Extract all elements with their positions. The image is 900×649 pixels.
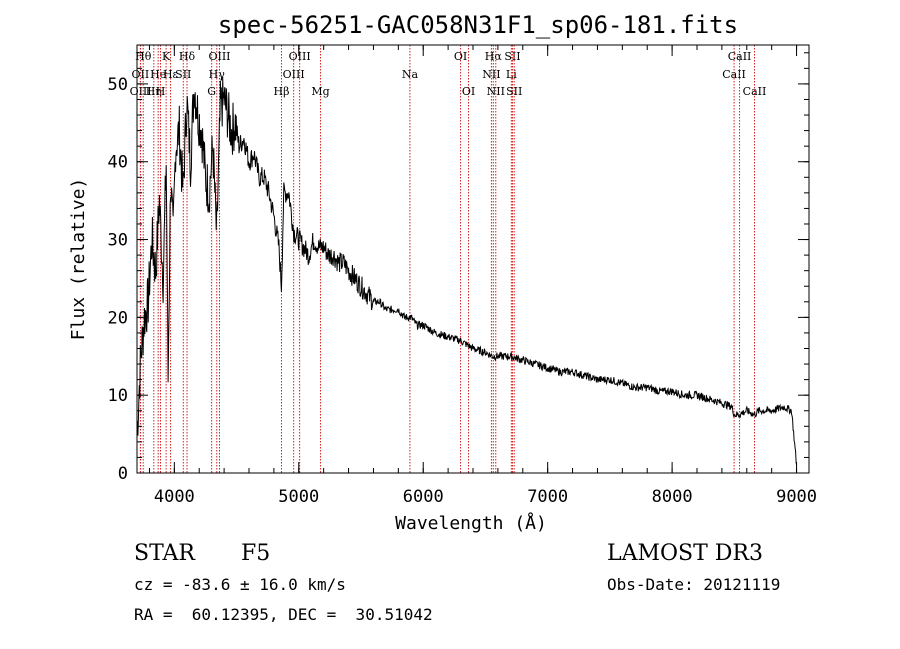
spectral-line-label: Hβ [274,85,290,98]
spectral-line-label: Hθ [135,50,152,63]
axis-ticks-layer: 4000 5000 6000 7000 8000 9000 0 10 20 30 40 50 [108,45,817,507]
obs-date-text: Obs-Date: 20121119 [607,575,780,594]
y-tick-label: 30 [108,231,128,251]
x-tick-label: 5000 [278,487,319,507]
spectral-line-label: OI [462,85,475,98]
y-axis-label: Flux (relative) [68,178,89,341]
spectral-line-label: Hδ [179,50,196,63]
x-tick-label: 4000 [154,487,195,507]
flux-series-line [136,76,798,466]
spectral-line-label: K [162,50,171,63]
class-label: STAR [134,541,196,566]
y-tick-label: 40 [108,153,128,173]
coordinates-text: RA = 60.12395, DEC = 30.51042 [134,605,433,624]
y-tick-label: 20 [108,308,128,328]
spectral-line-label: Mg [311,85,329,98]
spectral-line-label: He [150,68,166,81]
spectral-line-label: G [207,85,216,98]
spectral-line-label: OIII [289,50,311,63]
spectral-line-label: OI [454,50,467,63]
chart-title: spec-56251-GAC058N31F1_sp06-181.fits [218,11,738,39]
x-tick-label: 6000 [403,487,444,507]
spectral-line-label: CaII [743,85,767,98]
spectral-line-label: Hα [485,50,503,63]
spectral-line-label: SII [504,50,520,63]
spectral-line-label: Hε [163,68,179,81]
y-tick-label: 10 [108,386,128,406]
spectral-line-label: Li [506,68,517,81]
redshift-text: cz = -83.6 ± 16.0 km/s [134,575,346,594]
spectral-line-label: OIII [208,50,230,63]
spectral-line-label: NII [482,68,500,81]
x-tick-label: 7000 [527,487,568,507]
spectral-line-label: SII [506,85,522,98]
spectral-line-label: Na [402,68,419,81]
spectral-line-label: OIII [130,85,152,98]
spectral-line-label: SII [175,68,191,81]
spectral-line-label: Hγ [209,68,226,81]
survey-label: LAMOST DR3 [607,541,763,566]
y-tick-label: 0 [118,464,128,484]
spectral-line-label: OIII [283,68,305,81]
spectral-line-label: NII [487,85,505,98]
y-tick-label: 50 [108,75,128,95]
spectral-line-label: CaII [722,68,746,81]
spectral-line-label: CaII [728,50,752,63]
x-tick-label: 8000 [652,487,693,507]
subclass-label: F5 [241,541,270,566]
x-tick-label: 9000 [776,487,817,507]
spectral-lines-layer: HθOIIOIIIHηHeHKHεSIIHδGHγOIIIHβOIIIOIIIM… [130,45,767,473]
x-axis-label: Wavelength (Å) [395,512,547,534]
plot-frame [136,44,810,474]
spectral-line-label: OII [132,68,150,81]
spectral-line-label: H [156,85,166,98]
